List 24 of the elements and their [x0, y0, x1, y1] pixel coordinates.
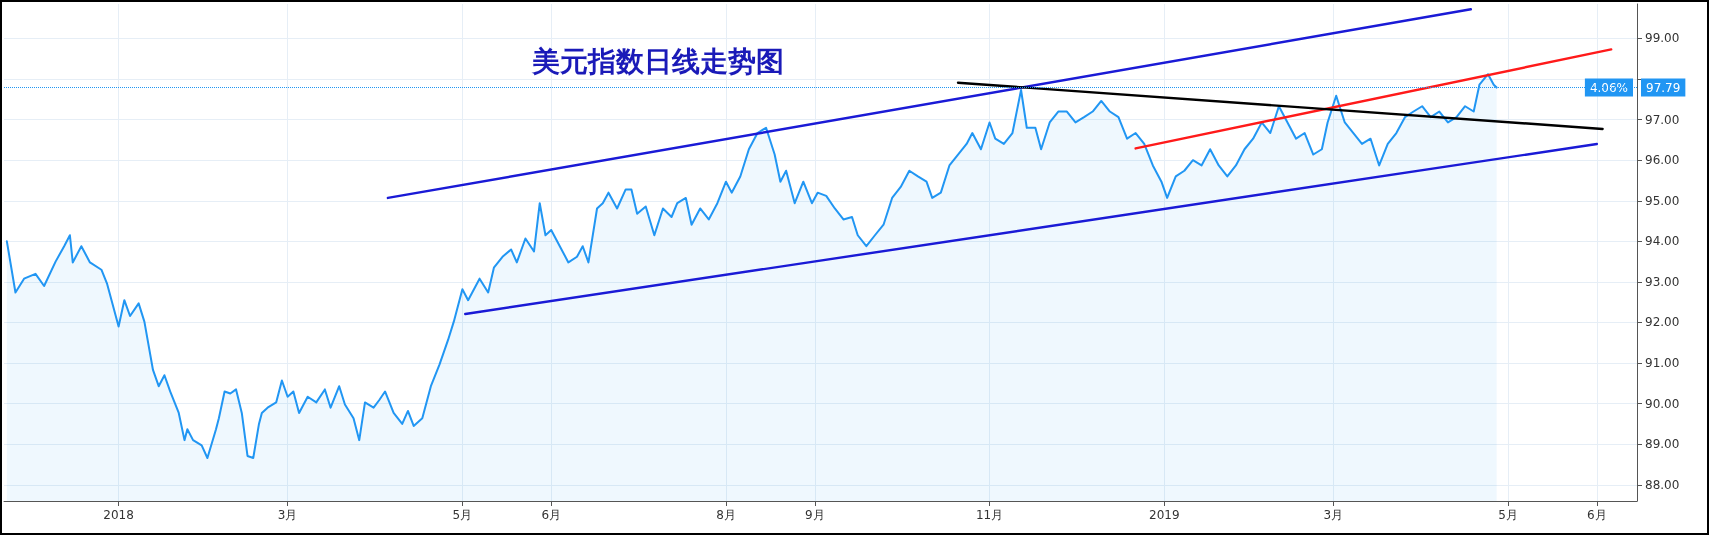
text: 美元指数日线走势图	[531, 44, 784, 78]
y-tick-label: 99.00	[1645, 31, 1680, 46]
x-tick-label: 5月	[452, 508, 473, 522]
y-tick-label: 97.00	[1645, 112, 1680, 127]
y-tick-label: 91.00	[1645, 356, 1680, 371]
x-tick-label: 2019	[1149, 508, 1180, 522]
x-tick-label: 8月	[716, 508, 736, 522]
y-tick-label: 90.00	[1645, 396, 1680, 411]
x-tick-label: 11月	[975, 508, 1004, 522]
y-tick-label: 88.00	[1645, 477, 1680, 492]
x-tick-label: 6月	[1587, 508, 1607, 522]
y-tick-label: 95.00	[1645, 193, 1680, 208]
x-tick-label: 3月	[277, 508, 298, 522]
x-tick-label: 9月	[804, 508, 825, 522]
x-tick-label: 5月	[1498, 508, 1518, 522]
x-tick-label: 2018	[103, 508, 134, 522]
x-tick-label: 3月	[1323, 508, 1344, 522]
x-tick-label: 6月	[541, 508, 562, 522]
y-tick-label: 89.00	[1645, 437, 1680, 452]
y-tick-label: 93.00	[1645, 274, 1680, 289]
ref-line-label: 97.79	[1646, 80, 1681, 95]
y-tick-label: 94.00	[1645, 234, 1680, 249]
y-tick-label: 92.00	[1645, 315, 1680, 330]
y-tick-label: 96.00	[1645, 153, 1680, 168]
